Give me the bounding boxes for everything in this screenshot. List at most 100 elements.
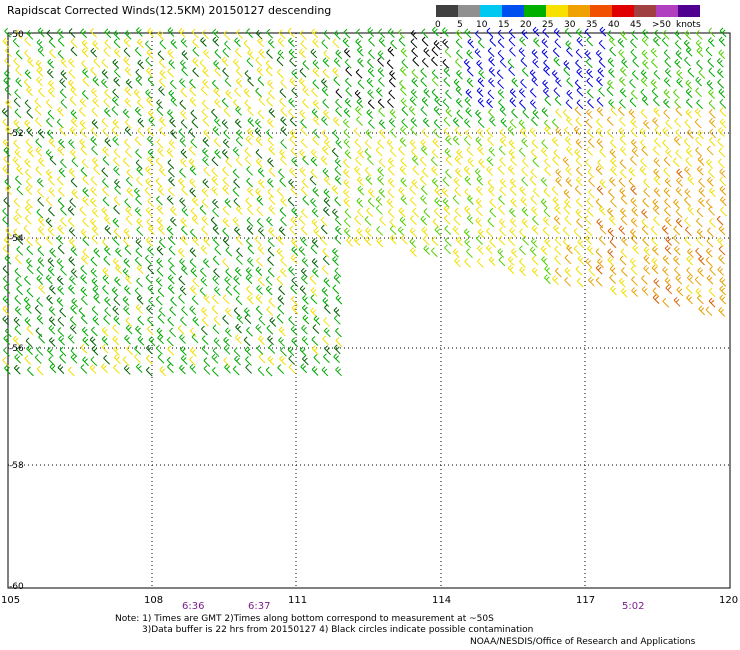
- wind-barb: [167, 345, 175, 356]
- wind-barb: [104, 215, 111, 225]
- wind-barb: [686, 294, 693, 305]
- wind-barb: [278, 326, 286, 337]
- wind-barb: [705, 46, 713, 57]
- wind-barb: [564, 267, 572, 278]
- wind-barb: [222, 138, 230, 149]
- wind-barb: [78, 107, 86, 117]
- wind-barb: [288, 37, 295, 48]
- colorbar-label: >50: [652, 20, 671, 30]
- wind-barb: [434, 197, 442, 208]
- wind-barb: [291, 207, 299, 217]
- wind-barb: [356, 197, 364, 208]
- wind-barb: [387, 98, 394, 109]
- wind-barb: [202, 178, 210, 189]
- wind-barb: [289, 225, 297, 236]
- wind-barb: [203, 129, 211, 139]
- wind-barb: [310, 197, 317, 208]
- wind-barb: [125, 206, 133, 217]
- wind-barb: [92, 157, 99, 167]
- wind-barb: [423, 47, 431, 58]
- wind-barb: [246, 177, 253, 188]
- wind-barb: [256, 206, 264, 217]
- wind-barb: [69, 96, 77, 106]
- wind-barb: [289, 167, 296, 178]
- wind-barb: [323, 29, 331, 40]
- wind-barb: [145, 366, 153, 377]
- wind-barb: [322, 297, 330, 307]
- wind-barb: [387, 188, 395, 199]
- wind-barb: [619, 135, 627, 146]
- wind-barb: [82, 187, 90, 197]
- wind-barb: [619, 76, 626, 87]
- wind-barb: [377, 67, 385, 77]
- wind-barb: [147, 284, 155, 295]
- wind-barb: [14, 108, 22, 119]
- wind-barb: [508, 165, 515, 175]
- wind-barb: [49, 48, 56, 59]
- wind-barb: [247, 205, 254, 216]
- wind-barb: [685, 46, 693, 57]
- wind-barb: [357, 185, 365, 196]
- wind-barb: [300, 138, 308, 149]
- wind-barb: [302, 98, 309, 109]
- wind-barb: [147, 148, 155, 159]
- wind-barb: [277, 235, 284, 246]
- wind-barb: [102, 284, 109, 295]
- wind-barb: [57, 275, 64, 286]
- wind-barb: [268, 89, 275, 100]
- wind-barb: [13, 139, 21, 150]
- wind-barb: [554, 204, 562, 215]
- wind-barb: [57, 244, 65, 255]
- wind-barb: [463, 165, 471, 176]
- wind-barb: [375, 196, 383, 206]
- wind-barb: [159, 366, 167, 377]
- wind-barb: [520, 196, 528, 207]
- wind-barb: [322, 247, 330, 258]
- wind-barb: [443, 77, 451, 87]
- wind-barb: [146, 236, 153, 247]
- colorbar-swatch: [502, 5, 524, 17]
- wind-barb: [521, 176, 529, 187]
- wind-barb: [553, 224, 560, 235]
- wind-barb: [180, 87, 188, 98]
- wind-barb: [507, 264, 515, 275]
- wind-barb: [411, 155, 419, 166]
- wind-barb: [91, 87, 98, 98]
- wind-barb: [92, 76, 100, 87]
- wind-barb: [475, 109, 482, 120]
- wind-barb: [48, 187, 56, 197]
- wind-barb: [68, 366, 75, 377]
- wind-barb: [309, 175, 317, 186]
- wind-barb: [465, 107, 473, 118]
- wind-barb: [214, 245, 222, 256]
- wind-barb: [93, 57, 101, 68]
- wind-barb: [67, 334, 75, 344]
- wind-barb: [269, 317, 277, 327]
- wind-barb: [56, 297, 64, 307]
- wind-barb: [300, 126, 308, 137]
- wind-barb: [576, 86, 584, 97]
- wind-barb: [555, 77, 562, 88]
- wind-barb: [412, 207, 420, 218]
- wind-barb: [266, 96, 274, 107]
- wind-barb: [575, 138, 583, 149]
- wind-barb: [531, 116, 538, 127]
- wind-barb: [81, 158, 89, 169]
- wind-barb: [443, 67, 451, 77]
- wind-barb: [696, 59, 703, 70]
- wind-barb: [35, 59, 43, 70]
- wind-barb: [48, 324, 56, 335]
- wind-barb: [321, 129, 329, 140]
- wind-barb: [301, 304, 309, 315]
- wind-barb: [2, 305, 10, 316]
- wind-barb: [113, 236, 120, 246]
- wind-barb: [367, 58, 374, 69]
- wind-barb: [366, 77, 374, 88]
- wind-barb: [555, 168, 563, 179]
- wind-barb: [719, 294, 727, 305]
- wind-barb: [333, 57, 341, 68]
- wind-barb: [618, 177, 626, 188]
- wind-barb: [519, 99, 526, 110]
- wind-barb: [101, 343, 109, 354]
- wind-barb: [280, 126, 288, 136]
